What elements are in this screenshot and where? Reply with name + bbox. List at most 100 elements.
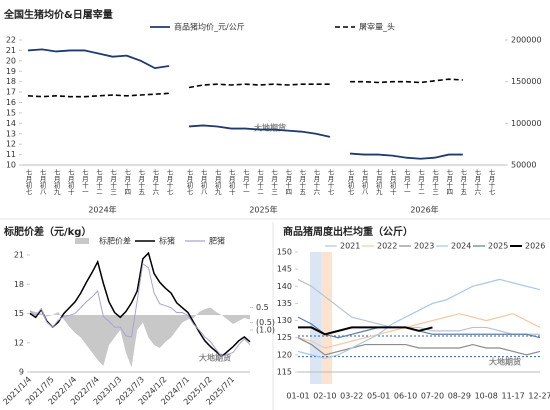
legend-label: 屠宰量_头 xyxy=(359,22,395,32)
x-tick-label: 七月十六 xyxy=(151,168,159,197)
y-tick-label: 16 xyxy=(6,98,16,107)
y-tick-label: 13 xyxy=(6,129,16,138)
y-tick-label: 9 xyxy=(19,368,24,377)
y-tick-label: 12 xyxy=(14,338,24,347)
watermark: 大地期货 xyxy=(489,357,521,367)
legend-label: 2022 xyxy=(377,242,397,251)
y2-tick-label: (1.0) xyxy=(256,326,275,335)
y-tick-label: 11 xyxy=(6,150,16,159)
group-label: 2026年 xyxy=(410,205,438,215)
y-tick-label: 22 xyxy=(6,36,16,45)
x-tick-label: 七月十四 xyxy=(445,168,453,196)
x-tick-label: 七月十一 xyxy=(402,168,410,195)
x-tick-label: 七月十六 xyxy=(312,168,320,197)
x-tick-label: 七月十五 xyxy=(459,168,467,196)
y-tick-label: 21 xyxy=(6,46,16,55)
y-tick-label: 18 xyxy=(14,280,24,289)
x-tick-label: 七月十三 xyxy=(109,168,117,196)
x-tick-label: 12-27 xyxy=(528,392,550,401)
line xyxy=(297,278,541,359)
legend-label: 2026 xyxy=(525,242,545,251)
y-tick-label: 10 xyxy=(6,161,16,170)
x-tick-label: 七月初九 xyxy=(374,168,382,197)
x-tick-label: 11-17 xyxy=(501,392,524,401)
y2-tick-label: 200000 xyxy=(511,36,542,45)
x-tick-label: 七月十五 xyxy=(137,168,145,196)
x-tick-label: 七月十一 xyxy=(80,168,88,195)
x-tick-label: 08-29 xyxy=(448,392,471,401)
x-tick-label: 七月初八 xyxy=(360,168,368,196)
legend-label: 肥猪 xyxy=(209,236,225,246)
chart-title: 全国生猪均价&日屠宰量 xyxy=(3,8,113,21)
y-tick-label: 125 xyxy=(277,333,292,342)
x-tick-label: 06-10 xyxy=(394,392,417,401)
x-tick-label: 七月十七 xyxy=(487,168,495,196)
x-tick-label: 七月十六 xyxy=(473,168,481,197)
line xyxy=(27,92,170,98)
line xyxy=(29,251,251,358)
line xyxy=(349,152,463,160)
x-tick-label: 七月初十 xyxy=(66,168,74,197)
x-tick-label: 01-01 xyxy=(286,392,309,401)
x-tick-label: 七月初八 xyxy=(199,168,207,196)
legend-label: 标猪 xyxy=(159,236,175,246)
x-tick-label: 03-22 xyxy=(340,392,363,401)
line xyxy=(27,48,170,70)
x-tick-label: 七月初七 xyxy=(185,168,193,196)
y-tick-label: 20 xyxy=(6,56,16,65)
x-tick-label: 七月十七 xyxy=(165,168,173,196)
x-tick-label: 02-10 xyxy=(313,392,336,401)
group-label: 2024年 xyxy=(88,205,116,215)
legend-label: 标肥价差 xyxy=(99,236,131,246)
line xyxy=(298,326,433,336)
x-tick-label: 七月初九 xyxy=(52,168,60,197)
y-tick-label: 18 xyxy=(6,77,16,86)
x-tick-label: 10-08 xyxy=(475,392,498,401)
x-tick-label: 七月十四 xyxy=(123,168,131,196)
y-tick-label: 150 xyxy=(277,248,292,257)
holiday-band xyxy=(321,252,332,384)
x-tick-label: 07-20 xyxy=(421,392,444,401)
legend-swatch xyxy=(75,238,89,244)
legend-label: 2023 xyxy=(414,242,434,251)
holiday-band xyxy=(310,252,321,384)
line xyxy=(350,78,463,84)
y-tick-label: 115 xyxy=(277,368,292,377)
y2-tick-label: 0.5 xyxy=(256,303,269,312)
watermark: 大地期货 xyxy=(199,353,231,363)
y-tick-label: 130 xyxy=(277,316,292,325)
y2-tick-label: 150000 xyxy=(511,77,542,86)
area xyxy=(30,307,250,368)
y-tick-label: 135 xyxy=(277,299,292,308)
x-tick-label: 七月十二 xyxy=(417,168,425,196)
x-tick-label: 七月十二 xyxy=(256,168,264,196)
x-tick-label: 七月十一 xyxy=(241,168,249,195)
x-tick-label: 七月十七 xyxy=(326,168,334,196)
line xyxy=(29,262,251,357)
line xyxy=(297,278,540,335)
chart-title: 标肥价差（元/kg） xyxy=(3,225,91,238)
x-tick-label: 05-01 xyxy=(367,392,390,401)
x-tick-label: 七月初十 xyxy=(227,168,235,197)
x-tick-label: 七月十三 xyxy=(431,168,439,196)
y-tick-label: 140 xyxy=(277,282,292,291)
y2-tick-label: 100000 xyxy=(511,119,542,128)
y-tick-label: 15 xyxy=(14,309,24,318)
x-tick-label: 七月十五 xyxy=(298,168,306,196)
x-tick-label: 七月初九 xyxy=(213,168,221,197)
x-tick-label: 七月初七 xyxy=(346,168,354,196)
legend-label: 商品猪均价_元/公斤 xyxy=(174,22,245,32)
line xyxy=(188,83,330,89)
group-label: 2025年 xyxy=(249,205,277,215)
legend-label: 2024 xyxy=(451,242,471,251)
x-tick-label: 七月十四 xyxy=(284,168,292,196)
y-tick-label: 14 xyxy=(6,119,16,128)
line xyxy=(188,124,331,138)
y2-tick-label: (0.5) xyxy=(256,318,275,327)
x-tick-label: 七月初八 xyxy=(38,168,46,196)
x-tick-label: 七月十二 xyxy=(95,168,103,196)
line xyxy=(297,313,541,349)
y-tick-label: 15 xyxy=(6,108,16,117)
y-tick-label: 145 xyxy=(277,265,292,274)
